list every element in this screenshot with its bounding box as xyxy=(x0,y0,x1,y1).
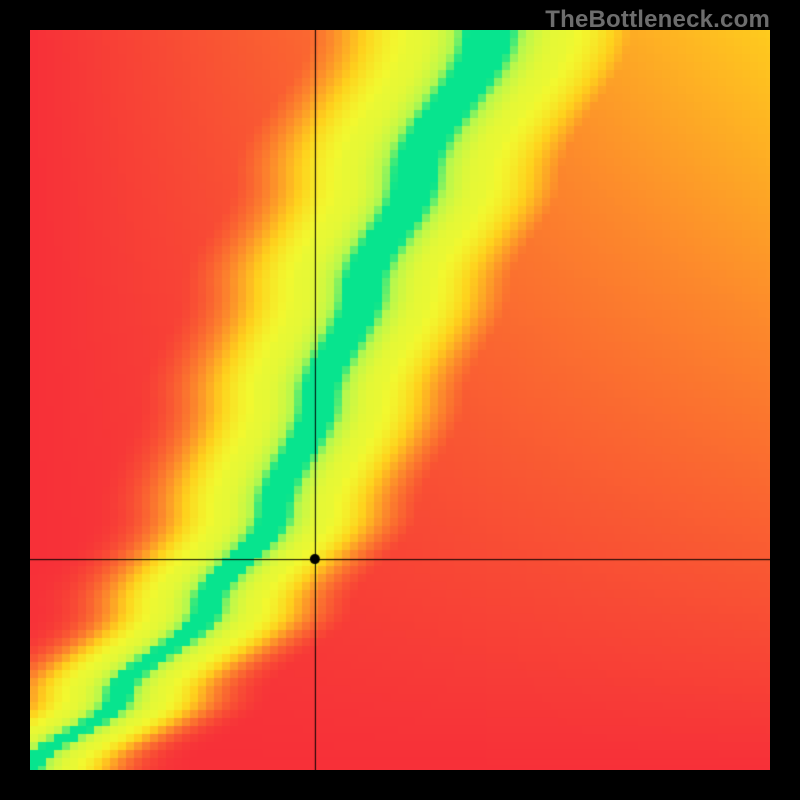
chart-frame: TheBottleneck.com xyxy=(0,0,800,800)
heatmap-canvas xyxy=(30,30,770,770)
heatmap-plot xyxy=(30,30,770,770)
